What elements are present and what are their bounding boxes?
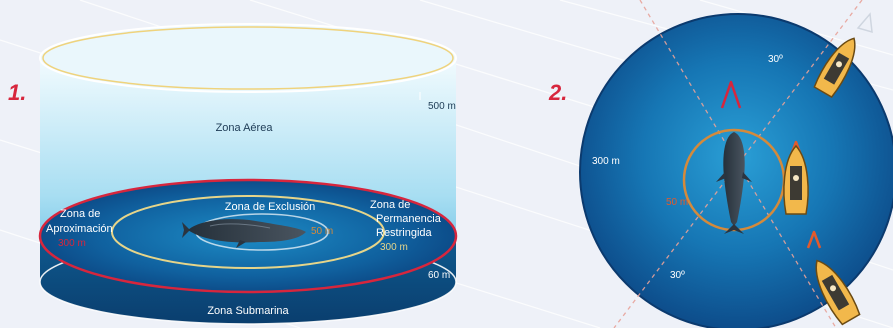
approach-radius-label: 300 m: [58, 238, 86, 249]
submarine-depth-label: 60 m: [428, 270, 450, 281]
panel-number-2: 2.: [549, 80, 568, 105]
circle-diagram: [579, 0, 893, 328]
restricted-radius-label: 300 m: [380, 242, 408, 253]
approach-zone-label-line2: Aproximación: [46, 223, 113, 235]
submarine-zone-label: Zona Submarina: [207, 305, 289, 317]
exclusion-radius-label: 50 m: [311, 226, 333, 237]
restricted-zone-ring: [111, 195, 385, 269]
whale-icon: [716, 132, 752, 234]
panel-number-1: 1.: [8, 80, 27, 105]
arrow-icon: [720, 80, 742, 109]
restricted-zone-label-line2: Permanencia: [376, 213, 442, 225]
aerial-zone-top: [39, 23, 457, 93]
arrow-icon: [806, 230, 822, 249]
angle-top-label: 30º: [768, 54, 783, 65]
boat-icon: [783, 144, 809, 215]
restricted-zone-label-line1: Zona de: [370, 199, 410, 211]
angle-bottom-label: 30º: [670, 270, 685, 281]
approach-zone-label-line1: Zona de: [60, 208, 100, 220]
inner-radius-label: 50 m: [666, 197, 688, 208]
arrow-icon: [856, 12, 873, 34]
restricted-zone-label-line3: Restringida: [376, 227, 433, 239]
boat-icon: [815, 259, 861, 326]
aerial-zone-label: Zona Aérea: [216, 122, 274, 134]
whale-icon: [182, 219, 306, 248]
boat-icon: [813, 37, 856, 98]
exclusion-zone-label: Zona de Exclusión: [225, 201, 316, 213]
outer-radius-label: 300 m: [592, 156, 620, 167]
cylinder-diagram: [38, 23, 458, 325]
aerial-height-label: 500 m: [428, 101, 456, 112]
